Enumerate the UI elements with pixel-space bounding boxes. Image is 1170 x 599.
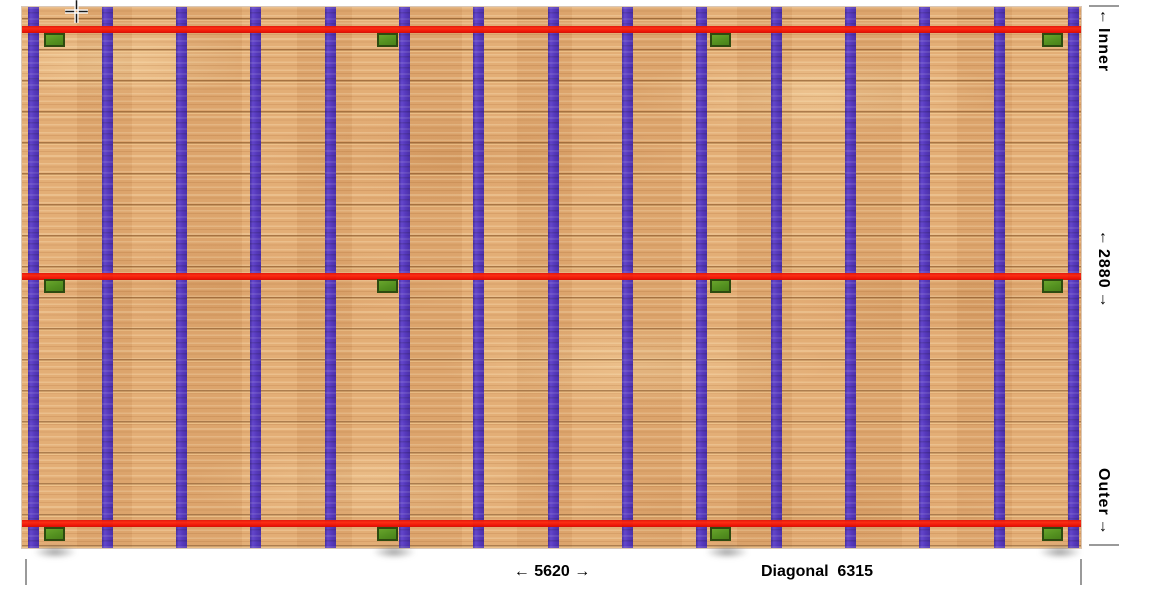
inner-edge-label: ↑ Inner <box>1095 8 1112 73</box>
deck-width-label: ← 5620 → <box>513 563 591 580</box>
post[interactable] <box>1042 33 1063 47</box>
deck-plan[interactable] <box>21 6 1082 549</box>
width-right-tick <box>1080 559 1082 585</box>
post-shadow <box>371 545 417 559</box>
post[interactable] <box>44 33 65 47</box>
inner-edge-tick <box>1089 5 1119 7</box>
post[interactable] <box>710 527 731 541</box>
post-shadow <box>32 545 78 559</box>
bearers-layer <box>22 7 1081 548</box>
posts-layer <box>22 7 1081 548</box>
diagonal-label: Diagonal 6315 <box>760 563 874 580</box>
outer-edge-tick <box>1089 544 1119 546</box>
bearer[interactable] <box>22 273 1081 280</box>
bearer[interactable] <box>22 520 1081 527</box>
width-left-tick <box>25 559 27 585</box>
post[interactable] <box>710 279 731 293</box>
crosshair-cursor <box>65 0 88 23</box>
bearer[interactable] <box>22 26 1081 33</box>
post[interactable] <box>710 33 731 47</box>
bearer-span-value: 2880 <box>1095 249 1112 289</box>
outer-label-text: Outer <box>1095 468 1112 516</box>
post[interactable] <box>377 527 398 541</box>
post-shadow <box>1037 545 1083 559</box>
post[interactable] <box>1042 279 1063 293</box>
down-arrow-icon: ↓ <box>1099 290 1107 308</box>
bearer-span-label: ↑ 2880 ↓ <box>1095 229 1112 308</box>
post[interactable] <box>377 279 398 293</box>
outer-edge-label: Outer ↓ <box>1095 468 1112 535</box>
inner-label-text: Inner <box>1095 28 1112 73</box>
post[interactable] <box>1042 527 1063 541</box>
down-arrow-icon: ↓ <box>1099 517 1107 535</box>
post[interactable] <box>44 279 65 293</box>
post[interactable] <box>44 527 65 541</box>
post[interactable] <box>377 33 398 47</box>
post-shadow <box>704 545 750 559</box>
up-arrow-icon: ↑ <box>1099 8 1107 25</box>
up-arrow-icon: ↑ <box>1099 229 1107 246</box>
